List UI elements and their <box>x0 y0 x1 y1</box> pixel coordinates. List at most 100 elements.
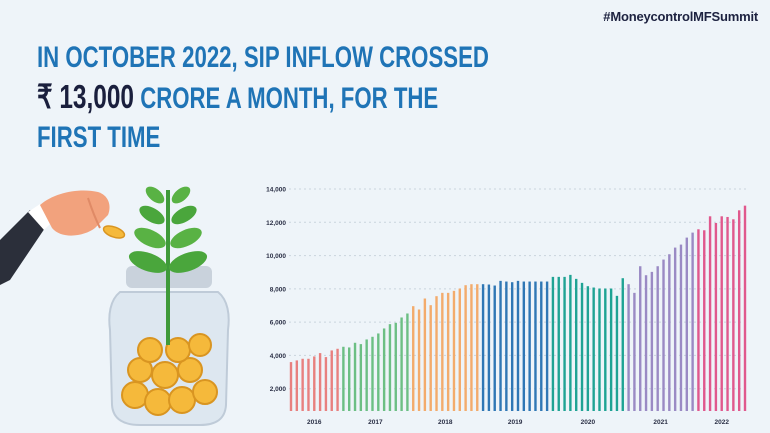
bar-2020 <box>580 282 584 411</box>
bar-2019 <box>505 281 508 411</box>
hand-holding-coin-icon <box>0 190 126 285</box>
bar-2016 <box>289 362 293 411</box>
bar-2019 <box>510 282 514 411</box>
headline-line-3: FIRST TIME <box>37 121 161 154</box>
bar-2018 <box>458 288 461 411</box>
bar-2020 <box>569 274 572 411</box>
bar-2020 <box>575 278 578 411</box>
bar-2020 <box>586 286 590 411</box>
bar-2020 <box>598 288 601 411</box>
bar-2016 <box>330 350 333 411</box>
bar-2021 <box>656 266 659 411</box>
bar-2017 <box>365 339 368 411</box>
y-tick-label: 10,000 <box>266 253 286 260</box>
bar-2018 <box>476 284 479 411</box>
bar-2022 <box>697 229 700 411</box>
bar-2017 <box>359 344 363 411</box>
bar-2016 <box>318 353 322 411</box>
bar-2018 <box>423 298 427 411</box>
bar-2021 <box>668 254 671 411</box>
bar-2020 <box>592 287 595 411</box>
bar-2017 <box>388 324 392 411</box>
bar-2018 <box>429 305 432 411</box>
x-tick-label: 2017 <box>368 419 383 426</box>
bar-2018 <box>441 292 444 411</box>
y-tick-label: 12,000 <box>266 220 286 227</box>
bar-2016 <box>336 348 339 411</box>
hashtag: #MoneycontrolMFSummit <box>603 9 758 24</box>
bar-2020 <box>615 295 619 411</box>
bar-2017 <box>394 322 397 411</box>
x-tick-label: 2020 <box>581 419 596 426</box>
bar-2021 <box>679 244 683 411</box>
bar-2022 <box>743 205 747 411</box>
bar-2021 <box>633 292 636 411</box>
bar-2022 <box>703 230 706 411</box>
bar-2019 <box>493 285 496 411</box>
bar-2019 <box>545 281 549 411</box>
bar-2018 <box>412 306 415 411</box>
bar-2019 <box>540 281 543 411</box>
headline-amount: ₹ 13,000 <box>37 78 135 115</box>
bar-2021 <box>644 275 648 411</box>
bar-2022 <box>720 216 723 411</box>
bar-2017 <box>382 328 386 411</box>
bar-2019 <box>528 281 531 411</box>
bar-2021 <box>650 271 654 411</box>
sip-jar-illustration <box>0 186 230 426</box>
bar-2022 <box>714 222 718 411</box>
bar-2021 <box>662 259 665 411</box>
bar-2021 <box>673 247 677 411</box>
bar-2018 <box>446 292 450 411</box>
bar-2019 <box>522 281 526 411</box>
x-tick-label: 2018 <box>438 419 453 426</box>
bar-2021 <box>691 232 694 411</box>
bar-2019 <box>487 284 491 411</box>
bar-2017 <box>377 333 380 411</box>
bar-2017 <box>371 336 374 411</box>
bar-2017 <box>353 342 357 411</box>
bar-2016 <box>301 358 304 411</box>
y-tick-label: 2,000 <box>270 386 287 393</box>
bar-2018 <box>417 309 421 411</box>
y-tick-label: 6,000 <box>270 320 287 327</box>
bar-2022 <box>737 210 741 411</box>
bar-2017 <box>406 313 409 411</box>
y-tick-label: 8,000 <box>270 286 287 293</box>
bar-2018 <box>470 284 473 411</box>
bar-2017 <box>342 346 345 411</box>
x-tick-label: 2016 <box>307 419 322 426</box>
bar-2016 <box>307 358 310 411</box>
bar-2022 <box>726 216 729 411</box>
bar-2021 <box>639 266 642 411</box>
x-tick-label: 2019 <box>508 419 523 426</box>
headline-line-2-text: CRORE A MONTH, FOR THE <box>134 82 439 115</box>
bar-2019 <box>534 281 537 411</box>
bar-2019 <box>499 280 502 411</box>
bar-2018 <box>464 285 467 411</box>
y-tick-label: 4,000 <box>270 353 287 360</box>
plant-sprout-icon <box>128 186 208 345</box>
x-tick-label: 2021 <box>653 419 668 426</box>
bar-2019 <box>481 284 485 411</box>
bar-2020 <box>609 288 613 411</box>
gold-coins-icon <box>121 333 218 416</box>
bar-2017 <box>400 317 403 411</box>
bar-2020 <box>557 276 560 411</box>
bar-2021 <box>685 237 688 411</box>
bar-2020 <box>621 278 624 411</box>
bar-2016 <box>313 356 316 411</box>
headline: IN OCTOBER 2022, SIP INFLOW CROSSED ₹ 13… <box>37 38 648 157</box>
bar-2017 <box>348 347 351 411</box>
headline-line-2: ₹ 13,000 CRORE A MONTH, FOR THE <box>37 77 489 118</box>
bar-2021 <box>627 284 630 411</box>
x-tick-label: 2022 <box>714 419 729 426</box>
bar-2016 <box>324 357 328 411</box>
headline-line-1: IN OCTOBER 2022, SIP INFLOW CROSSED <box>37 41 489 74</box>
bar-2018 <box>435 296 438 411</box>
bar-2019 <box>516 280 520 411</box>
bar-2020 <box>551 276 555 411</box>
y-tick-label: 14,000 <box>266 187 286 194</box>
bar-2016 <box>295 360 299 411</box>
